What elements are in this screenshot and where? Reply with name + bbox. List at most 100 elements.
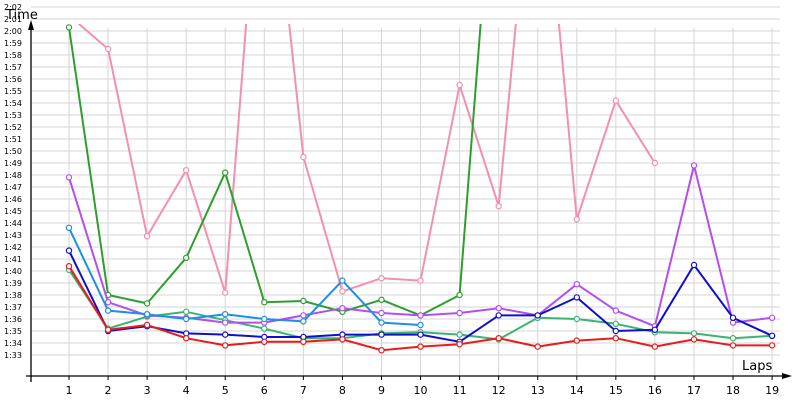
y-tick-label: 1:36: [4, 315, 22, 324]
data-point: [456, 309, 463, 317]
x-tick-label: 17: [687, 384, 701, 397]
data-point: [690, 336, 698, 343]
y-tick-label: 1:46: [4, 195, 22, 204]
y-tick-label: 1:43: [4, 231, 22, 240]
series-line: [68, 227, 421, 326]
x-tick-label: 18: [726, 384, 740, 397]
y-tick-label: 1:39: [4, 279, 22, 288]
y-tick-label: 1:54: [4, 99, 22, 108]
series-6: [65, 247, 776, 345]
y-tick-label: 1:37: [4, 303, 22, 312]
data-point: [534, 312, 541, 319]
data-point: [378, 347, 385, 354]
y-tick-label: 2:01: [4, 15, 22, 24]
x-tick-label: 2: [105, 384, 112, 397]
y-tick-label: 1:56: [4, 75, 22, 84]
data-point: [651, 326, 659, 333]
data-point: [573, 337, 581, 344]
data-point: [182, 254, 190, 261]
data-point: [612, 327, 620, 335]
data-point: [690, 162, 698, 169]
y-tick-label: 1:44: [4, 219, 22, 228]
y-tick-label: 1:45: [4, 207, 22, 216]
data-point: [768, 342, 776, 349]
data-point: [221, 289, 229, 296]
data-point: [495, 202, 502, 210]
x-tick-label: 4: [183, 384, 190, 397]
data-point: [300, 338, 307, 345]
x-tick-label: 15: [609, 384, 623, 397]
data-point: [182, 315, 190, 323]
y-tick-label: 2:00: [4, 27, 22, 36]
y-tick-label: 1:34: [4, 339, 22, 348]
data-point: [573, 315, 581, 323]
data-point: [378, 331, 385, 338]
y-tick-label: 1:51: [4, 135, 22, 144]
y-tick-label: 1:42: [4, 243, 22, 252]
y-tick-label: 1:35: [4, 327, 22, 336]
y-tick-label: 1:52: [4, 123, 22, 132]
data-point: [261, 299, 268, 306]
y-tick-label: 1:50: [4, 147, 22, 156]
x-tick-label: 11: [453, 384, 467, 397]
data-point: [339, 336, 346, 343]
y-tick-label: 1:55: [4, 87, 22, 96]
data-point: [300, 312, 307, 319]
x-tick-label: 6: [261, 384, 268, 397]
data-point: [143, 311, 151, 318]
y-tick-label: 1:58: [4, 51, 22, 60]
data-point: [143, 321, 151, 329]
data-point: [221, 331, 229, 338]
data-point: [768, 332, 776, 339]
data-point: [378, 275, 385, 282]
data-point: [729, 335, 737, 342]
data-point: [104, 307, 112, 314]
x-tick-label: 19: [765, 384, 779, 397]
data-point: [456, 291, 463, 299]
data-point: [378, 296, 385, 303]
data-point: [651, 159, 659, 167]
data-point: [221, 311, 229, 318]
data-point: [65, 24, 73, 31]
x-tick-label: 12: [492, 384, 506, 397]
y-tick-label: 1:38: [4, 291, 22, 300]
y-tick-label: 1:40: [4, 267, 22, 276]
x-tick-label: 5: [222, 384, 229, 397]
data-point: [612, 320, 620, 327]
data-point: [573, 294, 581, 301]
y-tick-label: 2:02: [4, 3, 22, 12]
data-point: [456, 341, 463, 348]
y-tick-label: 1:59: [4, 39, 22, 48]
data-point: [182, 166, 190, 174]
x-axis-title: Laps: [742, 359, 772, 374]
x-tick-label: 13: [531, 384, 545, 397]
data-point: [495, 335, 502, 342]
data-point: [143, 300, 151, 307]
data-point: [300, 153, 307, 161]
x-tick-label: 9: [378, 384, 385, 397]
data-point: [182, 335, 190, 342]
series-layer: [65, 24, 776, 354]
series-1: [77, 24, 659, 296]
y-axis-tick-labels: 1:33 1:34 1:35 1:36 1:37 1:38 1:39 1:40 1:41 1:42…: [4, 3, 22, 360]
data-point: [65, 263, 73, 270]
data-point: [417, 312, 424, 319]
data-point: [417, 343, 424, 350]
data-point: [651, 343, 659, 350]
data-point: [104, 299, 112, 306]
x-tick-label: 16: [648, 384, 662, 397]
x-tick-label: 14: [570, 384, 584, 397]
data-point: [456, 331, 463, 338]
data-point: [221, 342, 229, 349]
data-point: [339, 288, 346, 295]
data-point: [495, 312, 502, 319]
data-point: [339, 277, 346, 284]
data-point: [104, 45, 112, 53]
data-point: [104, 326, 112, 333]
data-point: [690, 261, 698, 269]
data-point: [456, 81, 463, 89]
data-point: [690, 330, 698, 337]
data-point: [221, 169, 229, 176]
series-line: [68, 24, 482, 317]
